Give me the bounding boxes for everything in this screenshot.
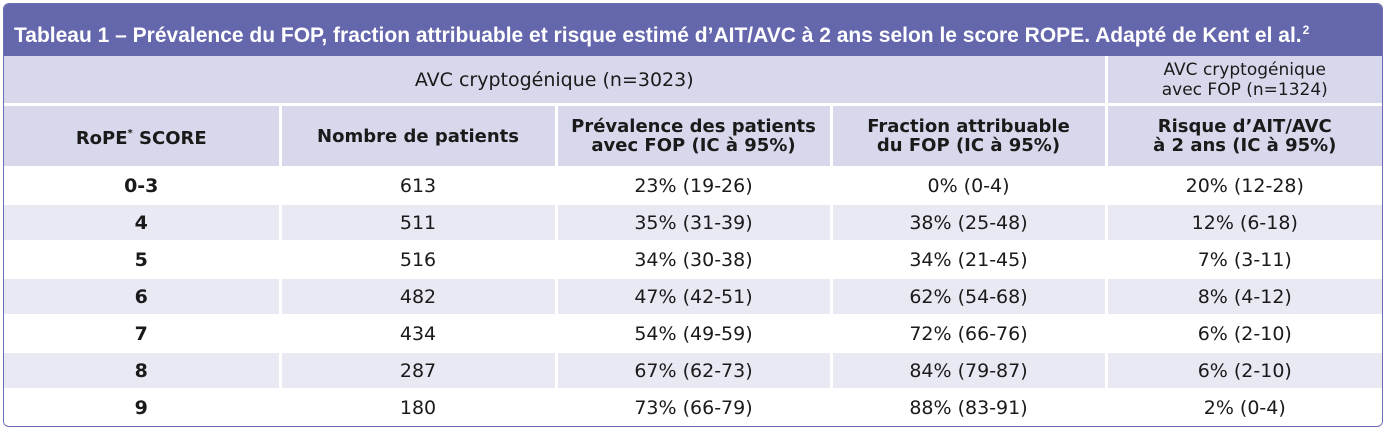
prevalence-header-line1: Prévalence des patients bbox=[571, 116, 816, 137]
column-header-risk: Risque d’AIT/AVC à 2 ans (IC à 95%) bbox=[1106, 104, 1382, 167]
score-cell: 7 bbox=[4, 314, 282, 352]
patients-cell: 180 bbox=[280, 388, 558, 425]
fraction-cell: 62% (54-68) bbox=[831, 277, 1108, 315]
fraction-cell: 72% (66-76) bbox=[831, 314, 1108, 352]
table-row: 7 434 54% (49-59) 72% (66-76) 6% (2-10) bbox=[4, 314, 1382, 352]
table-row: 8 287 67% (62-73) 84% (79-87) 6% (2-10) bbox=[4, 351, 1382, 389]
fraction-cell: 0% (0-4) bbox=[831, 166, 1108, 204]
group-header-right: AVC cryptogénique avec FOP (n=1324) bbox=[1106, 56, 1382, 106]
score-header-mark: * bbox=[127, 128, 133, 139]
prevalence-cell: 54% (49-59) bbox=[556, 314, 833, 352]
risk-cell: 6% (2-10) bbox=[1106, 314, 1382, 352]
data-table: AVC cryptogénique (n=3023) AVC cryptogén… bbox=[4, 56, 1382, 425]
score-header-label: RoPE bbox=[75, 128, 128, 149]
score-cell: 4 bbox=[4, 203, 282, 241]
column-header-patients: Nombre de patients bbox=[280, 104, 558, 167]
column-header-row: RoPE* SCORE Nombre de patients Prévalenc… bbox=[4, 104, 1382, 167]
fraction-cell: 84% (79-87) bbox=[831, 351, 1108, 389]
title-reference: 2 bbox=[1302, 23, 1310, 37]
patients-cell: 516 bbox=[280, 240, 558, 278]
group-header-right-line1: AVC cryptogénique bbox=[1163, 59, 1326, 80]
patients-cell: 482 bbox=[280, 277, 558, 315]
prevalence-cell: 35% (31-39) bbox=[556, 203, 833, 241]
patients-cell: 287 bbox=[280, 351, 558, 389]
table-row: 6 482 47% (42-51) 62% (54-68) 8% (4-12) bbox=[4, 277, 1382, 315]
table-figure: Tableau 1 – Prévalence du FOP, fraction … bbox=[3, 3, 1383, 427]
column-header-score: RoPE* SCORE bbox=[4, 104, 282, 167]
patients-cell: 434 bbox=[280, 314, 558, 352]
risk-header-line1: Risque d’AIT/AVC bbox=[1157, 116, 1332, 137]
fraction-cell: 88% (83-91) bbox=[831, 388, 1108, 425]
group-header-left: AVC cryptogénique (n=3023) bbox=[4, 56, 1108, 106]
score-cell: 6 bbox=[4, 277, 282, 315]
fraction-header-line2: du FOP (IC à 95%) bbox=[876, 135, 1061, 156]
patients-cell: 511 bbox=[280, 203, 558, 241]
table-row: 9 180 73% (66-79) 88% (83-91) 2% (0-4) bbox=[4, 388, 1382, 425]
table-title: Tableau 1 – Prévalence du FOP, fraction … bbox=[4, 4, 1382, 56]
risk-cell: 2% (0-4) bbox=[1106, 388, 1382, 425]
risk-cell: 8% (4-12) bbox=[1106, 277, 1382, 315]
column-header-fraction: Fraction attribuable du FOP (IC à 95%) bbox=[831, 104, 1108, 167]
fraction-cell: 34% (21-45) bbox=[831, 240, 1108, 278]
patients-cell: 613 bbox=[280, 166, 558, 204]
table-row: 0-3 613 23% (19-26) 0% (0-4) 20% (12-28) bbox=[4, 166, 1382, 204]
risk-cell: 20% (12-28) bbox=[1106, 166, 1382, 204]
table-row: 4 511 35% (31-39) 38% (25-48) 12% (6-18) bbox=[4, 203, 1382, 241]
prevalence-cell: 73% (66-79) bbox=[556, 388, 833, 425]
prevalence-cell: 47% (42-51) bbox=[556, 277, 833, 315]
risk-cell: 7% (3-11) bbox=[1106, 240, 1382, 278]
group-header-right-line2: avec FOP (n=1324) bbox=[1161, 79, 1328, 100]
prevalence-cell: 34% (30-38) bbox=[556, 240, 833, 278]
table-title-text: Tableau 1 – Prévalence du FOP, fraction … bbox=[14, 24, 1302, 47]
prevalence-cell: 67% (62-73) bbox=[556, 351, 833, 389]
score-header-suffix: SCORE bbox=[132, 128, 207, 149]
score-cell: 5 bbox=[4, 240, 282, 278]
score-cell: 8 bbox=[4, 351, 282, 389]
prevalence-header-line2: avec FOP (IC à 95%) bbox=[591, 135, 796, 156]
fraction-header-line1: Fraction attribuable bbox=[867, 116, 1070, 137]
risk-header-line2: à 2 ans (IC à 95%) bbox=[1153, 135, 1337, 156]
group-header-row: AVC cryptogénique (n=3023) AVC cryptogén… bbox=[4, 56, 1382, 106]
risk-cell: 6% (2-10) bbox=[1106, 351, 1382, 389]
risk-cell: 12% (6-18) bbox=[1106, 203, 1382, 241]
prevalence-cell: 23% (19-26) bbox=[556, 166, 833, 204]
score-cell: 0-3 bbox=[4, 166, 282, 204]
fraction-cell: 38% (25-48) bbox=[831, 203, 1108, 241]
column-header-prevalence: Prévalence des patients avec FOP (IC à 9… bbox=[556, 104, 833, 167]
score-cell: 9 bbox=[4, 388, 282, 425]
table-row: 5 516 34% (30-38) 34% (21-45) 7% (3-11) bbox=[4, 240, 1382, 278]
